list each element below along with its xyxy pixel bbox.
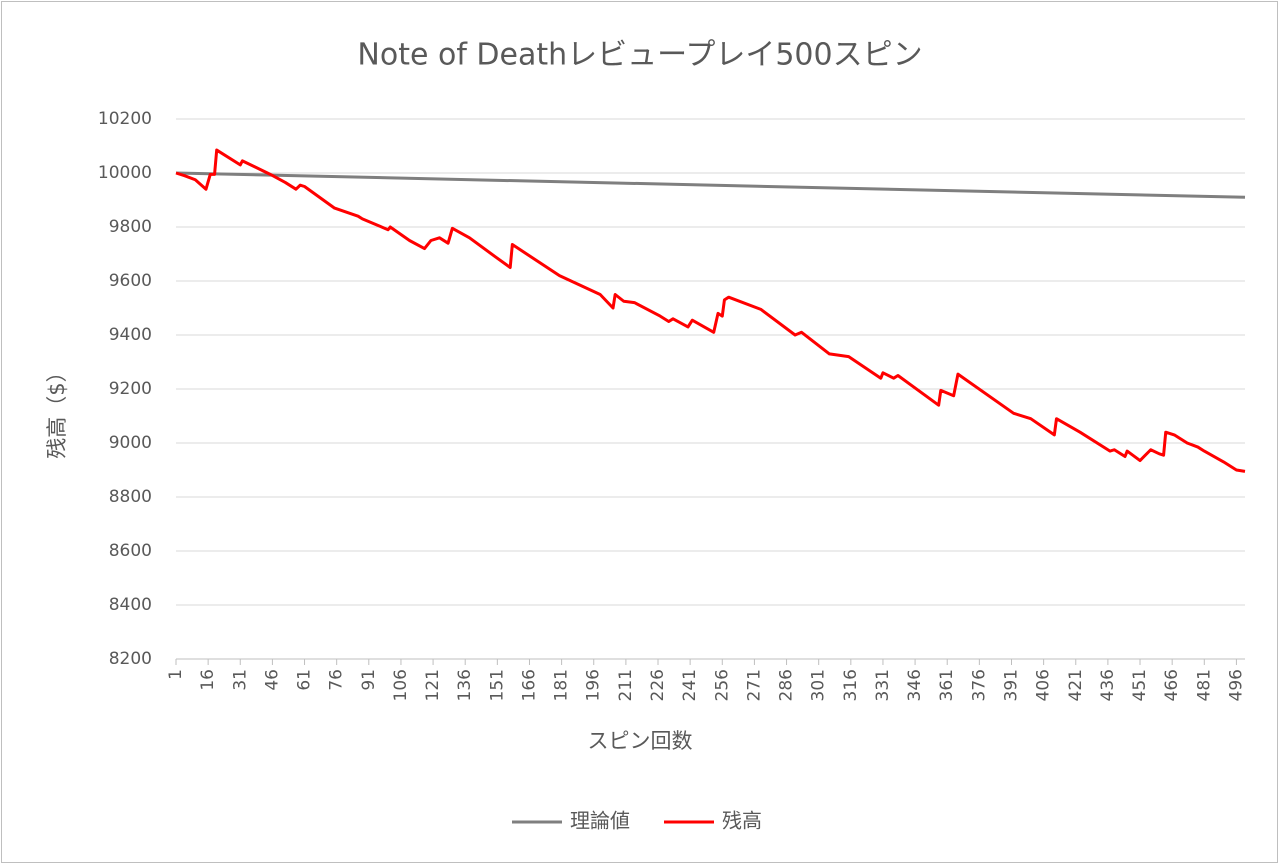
x-tick-label: 436 — [1098, 669, 1118, 701]
y-tick-label: 10000 — [98, 163, 152, 183]
y-tick-label: 9000 — [109, 433, 152, 453]
x-tick-label: 1 — [166, 669, 186, 680]
x-tick-label: 406 — [1034, 669, 1054, 701]
x-tick-label: 316 — [841, 669, 861, 701]
x-tick-label: 181 — [552, 669, 572, 701]
x-tick-label: 226 — [648, 669, 668, 701]
x-tick-label: 451 — [1130, 669, 1150, 701]
legend-label: 残高 — [722, 809, 762, 833]
y-tick-label: 9800 — [109, 217, 152, 237]
x-tick-label: 166 — [519, 669, 539, 701]
y-tick-label: 9400 — [109, 325, 152, 345]
x-tick-label: 271 — [744, 669, 764, 701]
x-tick-label: 346 — [905, 669, 925, 701]
x-tick-label: 361 — [937, 669, 957, 701]
x-tick-label: 91 — [359, 669, 379, 691]
x-tick-label: 136 — [455, 669, 475, 701]
x-tick-label: 376 — [969, 669, 989, 701]
x-tick-label: 61 — [295, 669, 315, 691]
x-tick-label: 121 — [423, 669, 443, 701]
x-tick-label: 286 — [777, 669, 797, 701]
y-tick-label: 8200 — [109, 649, 152, 669]
x-tick-label: 391 — [1001, 669, 1021, 701]
x-tick-label: 481 — [1194, 669, 1214, 701]
y-tick-label: 10200 — [98, 109, 152, 129]
x-tick-label: 106 — [391, 669, 411, 701]
legend-label: 理論値 — [570, 809, 630, 833]
x-tick-label: 241 — [680, 669, 700, 701]
x-tick-label: 301 — [809, 669, 829, 701]
x-tick-label: 421 — [1066, 669, 1086, 701]
x-tick-label: 46 — [262, 669, 282, 691]
x-tick-label: 496 — [1226, 669, 1246, 701]
y-tick-label: 9200 — [109, 379, 152, 399]
y-tick-label: 8600 — [109, 541, 152, 561]
chart-title: Note of Deathレビュープレイ500スピン — [357, 38, 922, 73]
x-tick-label: 211 — [616, 669, 636, 701]
data-line — [175, 171, 1246, 199]
y-tick-label: 8800 — [109, 487, 152, 507]
x-tick-label: 256 — [712, 669, 732, 701]
x-tick-label: 31 — [230, 669, 250, 691]
x-tick-label: 151 — [487, 669, 507, 701]
x-tick-label: 331 — [873, 669, 893, 701]
x-tick-label: 466 — [1162, 669, 1182, 701]
y-axis-title: 残高（$） — [45, 361, 69, 458]
x-tick-label: 196 — [584, 669, 604, 701]
data-line — [175, 148, 1246, 473]
x-tick-label: 16 — [198, 669, 218, 691]
y-tick-label: 8400 — [109, 595, 152, 615]
x-axis-title: スピン回数 — [588, 729, 693, 753]
x-tick-label: 76 — [327, 669, 347, 691]
y-tick-label: 9600 — [109, 271, 152, 291]
